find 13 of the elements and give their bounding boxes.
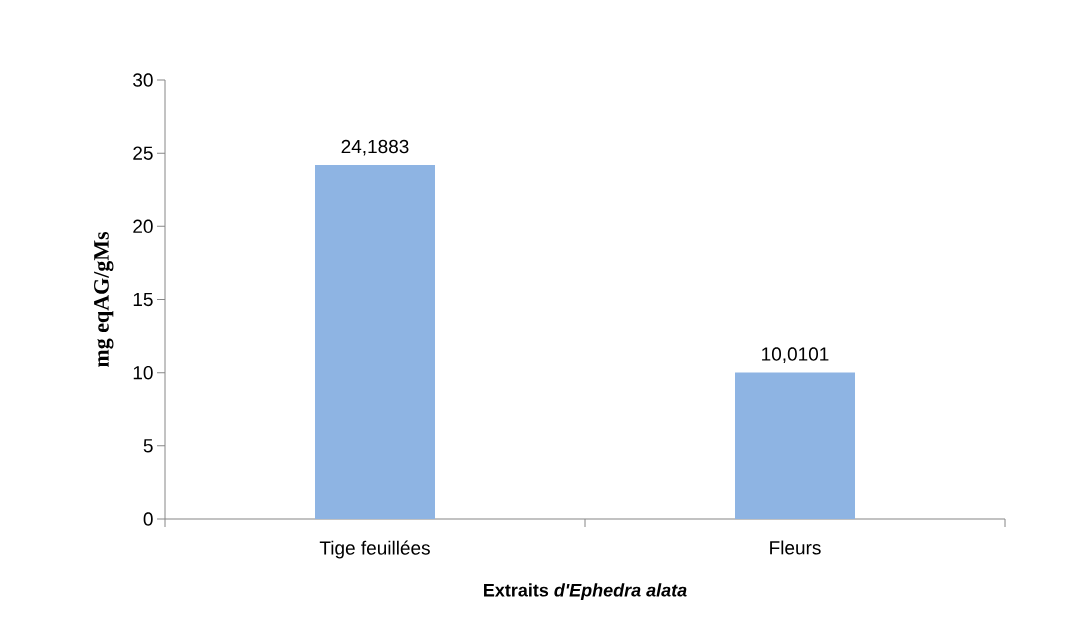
- y-tick-label: 30: [133, 73, 153, 87]
- x-tick-label: Fleurs: [770, 540, 821, 555]
- y-axis-title: mg eqAG/gMs: [94, 231, 114, 368]
- y-tick-label: 20: [133, 219, 153, 234]
- data-label: 24,1883: [341, 139, 409, 156]
- y-tick-label: 25: [133, 146, 153, 160]
- data-label: 10,0101: [762, 347, 829, 363]
- x-axis-title: Extraits d'Ephedra alata: [484, 583, 687, 601]
- y-tick-label: 10: [133, 365, 153, 380]
- y-tick-label: 5: [143, 439, 153, 453]
- x-tick-label: Tige feuillées: [319, 540, 430, 559]
- y-tick-label: 15: [133, 292, 153, 307]
- y-tick-label: 0: [143, 512, 153, 526]
